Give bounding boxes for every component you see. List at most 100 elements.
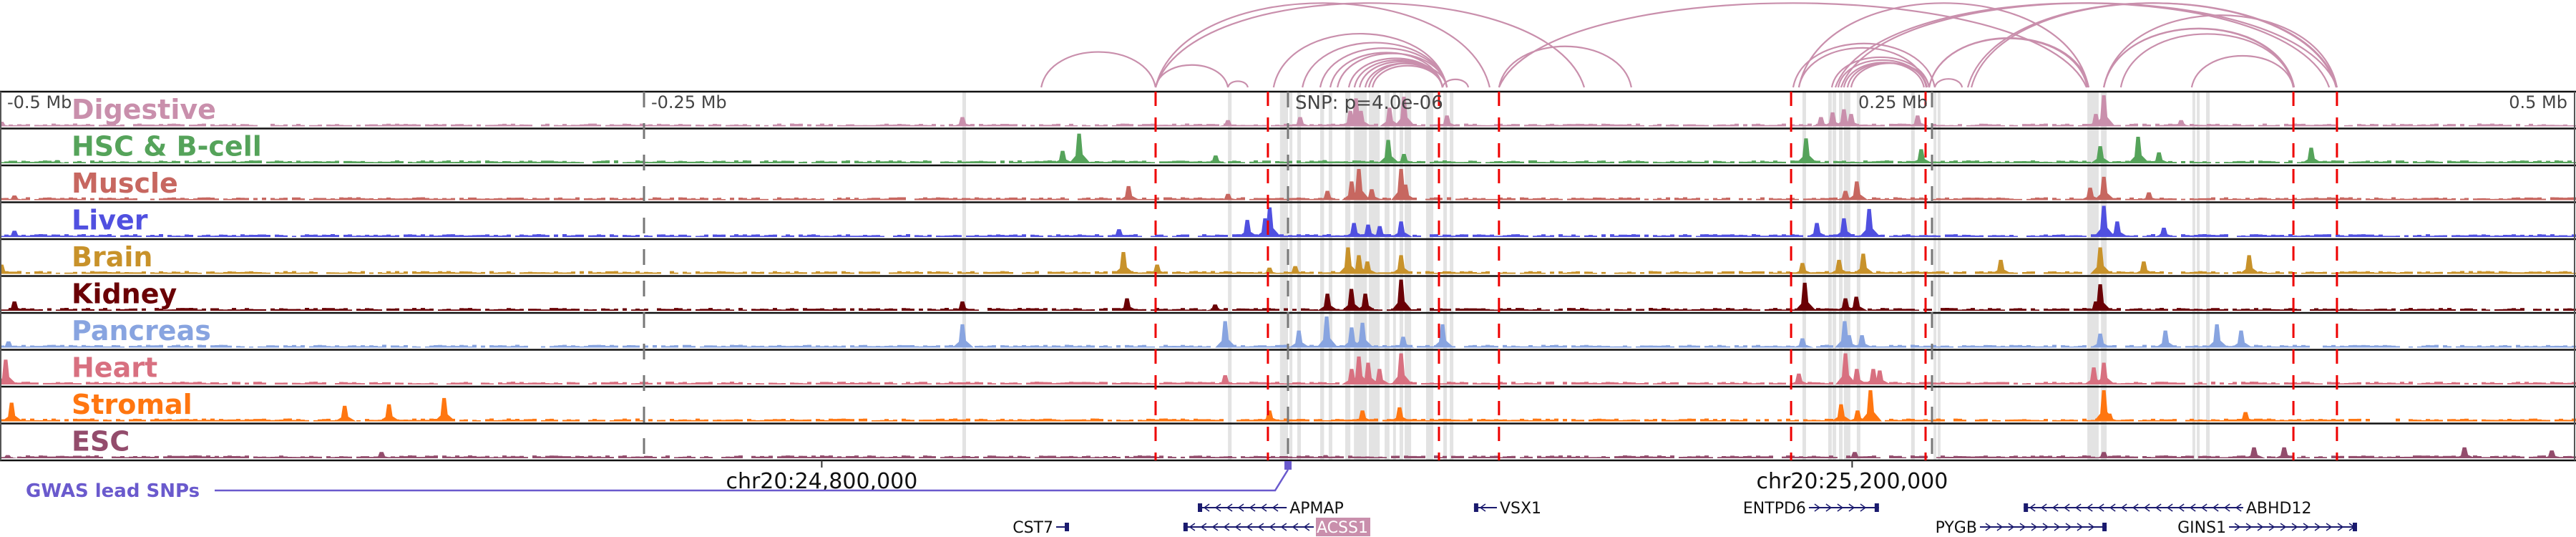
- signal-peak: [2231, 330, 2253, 348]
- signal-peak: [1053, 150, 1074, 163]
- signal-peak: [1352, 410, 1375, 422]
- signal-peak: [1069, 133, 1091, 163]
- axis-tick-label: -0.5 Mb: [7, 92, 72, 112]
- signal-peak: [1389, 407, 1411, 422]
- track-label: ESC: [72, 426, 130, 458]
- signal-peak: [0, 455, 19, 458]
- loop-arc: [1367, 62, 1448, 88]
- loop-arc: [1498, 2, 2088, 88]
- signal-peak: [1907, 115, 1929, 127]
- track-label: Stromal: [72, 389, 192, 420]
- loop-arc: [1227, 80, 1249, 88]
- gene-label: PYGB: [1936, 519, 1977, 537]
- strand-arrow-icon: [1189, 523, 1196, 531]
- signal-peak: [1833, 109, 1855, 127]
- signal-peak: [1795, 282, 1817, 311]
- strand-arrow-icon: [2143, 503, 2150, 512]
- track-label: Brain: [72, 241, 152, 273]
- signal-peak: [1437, 115, 1459, 127]
- gene-exon: [2353, 523, 2357, 531]
- track-label: Digestive: [72, 94, 216, 125]
- signal-peak: [1317, 190, 1340, 200]
- signal-peak: [1391, 221, 1413, 237]
- signal-peak: [1833, 218, 1855, 237]
- gene-label: GINS1: [2177, 519, 2226, 537]
- signal-peak: [1792, 263, 1814, 274]
- loop-arc: [1441, 78, 1470, 88]
- loop-arc: [2103, 14, 2338, 88]
- signal-peak: [1362, 189, 1383, 200]
- strand-arrow-icon: [2212, 503, 2219, 512]
- signal-peak: [2094, 452, 2116, 458]
- strand-arrow-icon: [1257, 523, 1264, 531]
- track-label: Heart: [72, 352, 157, 384]
- strand-arrow-icon: [1292, 523, 1299, 531]
- signal-peak: [1846, 181, 1868, 200]
- signal-peak: [1355, 294, 1377, 311]
- signal-peak: [1369, 369, 1391, 384]
- strand-arrow-icon: [1223, 523, 1230, 531]
- signal-peak: [1237, 220, 1259, 237]
- track-labels: Digestive HSC & B-cell Muscle Liver Brain Kid…: [72, 94, 262, 458]
- signal-peak: [1341, 181, 1363, 200]
- loop-arc: [1372, 64, 1444, 88]
- loop-arc: [2119, 33, 2295, 88]
- signal-peak: [1205, 304, 1227, 311]
- gene-exon: [1874, 503, 1879, 512]
- strand-arrow-icon: [1260, 503, 1267, 512]
- strand-arrow-icon: [2086, 503, 2093, 512]
- strand-arrow-icon: [1203, 503, 1210, 512]
- signal-peak: [2301, 147, 2323, 163]
- signal-peak: [1341, 289, 1363, 311]
- signal-peak: [1218, 193, 1240, 200]
- strand-arrow-icon: [1996, 523, 2004, 531]
- gene-apmap: APMAP: [1198, 500, 1344, 518]
- gene-pygb: PYGB: [1936, 519, 2107, 537]
- signal-peak: [2094, 362, 2116, 384]
- strand-arrow-icon: [2054, 523, 2061, 531]
- signal-peak: [1370, 226, 1392, 237]
- signal-peak: [1349, 356, 1370, 384]
- gene-vsx1: VSX1: [1473, 500, 1541, 518]
- signal-peak: [2155, 330, 2177, 348]
- strand-arrow-icon: [2314, 523, 2321, 531]
- signal-peak: [1847, 410, 1869, 422]
- signal-peak: [1352, 322, 1375, 348]
- signal-peak: [0, 121, 14, 127]
- signal-peak: [0, 359, 17, 384]
- signal-peak: [1118, 185, 1141, 200]
- signal-peak: [1911, 149, 1933, 163]
- signal-peak: [1346, 98, 1368, 127]
- strand-arrow-icon: [2051, 503, 2059, 512]
- strand-arrow-icon: [1860, 503, 1867, 512]
- signal-peak: [434, 397, 456, 422]
- signal-peak: [1254, 218, 1277, 237]
- signal-peak: [1810, 117, 1833, 127]
- signal-peak: [47, 160, 69, 163]
- gene-gins1: GINS1: [2177, 519, 2357, 537]
- signal-peak: [1869, 370, 1891, 384]
- strand-arrow-icon: [2008, 523, 2015, 531]
- signal-peak: [1147, 264, 1169, 274]
- gene-cst7: CST7: [1013, 519, 1069, 537]
- loop-arc: [1840, 2, 2338, 88]
- signal-peak: [2080, 188, 2102, 200]
- signal-peak: [1378, 140, 1400, 163]
- signal-peak: [1860, 390, 1882, 422]
- signal-peak: [2090, 146, 2112, 163]
- signal-peak: [1215, 321, 1237, 348]
- signal-peak: [2171, 120, 2193, 127]
- strand-arrow-icon: [2088, 523, 2095, 531]
- gene-abhd12: ABHD12: [2024, 500, 2312, 518]
- strand-arrow-icon: [1825, 503, 1833, 512]
- loop-arc: [1928, 37, 2089, 88]
- signal-peak: [2454, 447, 2477, 458]
- loop-arc: [1154, 2, 1491, 88]
- gene-label: VSX1: [1500, 500, 1541, 518]
- signal-peak: [1792, 338, 1814, 348]
- signal-peak: [1289, 117, 1312, 127]
- loop-arc: [1850, 62, 1931, 88]
- signal-peak: [1845, 452, 1866, 458]
- signal-peak: [1394, 97, 1415, 127]
- track-label: Pancreas: [72, 315, 211, 347]
